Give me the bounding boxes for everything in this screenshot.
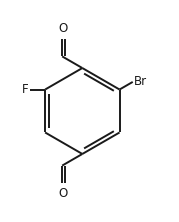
Text: O: O xyxy=(59,22,68,35)
Text: F: F xyxy=(22,83,28,96)
Text: O: O xyxy=(59,187,68,200)
Text: Br: Br xyxy=(134,75,147,88)
